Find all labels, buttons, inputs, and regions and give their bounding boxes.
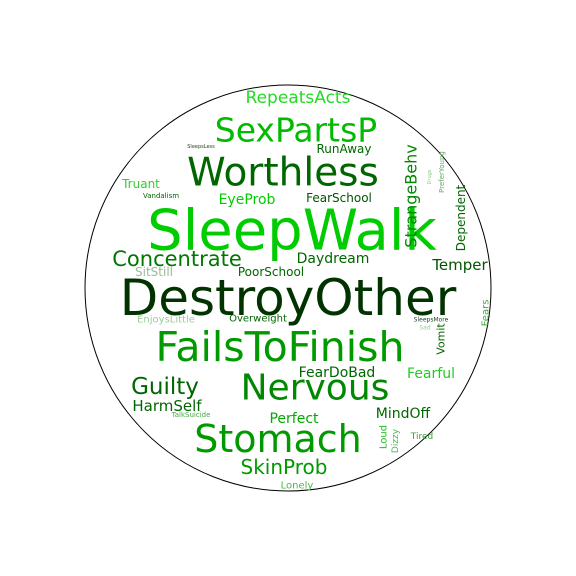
- word-nervous: Nervous: [241, 368, 390, 409]
- word-repeats-acts: RepeatsActs: [246, 88, 351, 108]
- word-prefer-young: PreferYoung: [438, 151, 446, 193]
- word-tired: Tired: [410, 432, 433, 442]
- word-sex-parts-p: SexPartsP: [215, 111, 377, 150]
- word-sad: Sad: [419, 325, 430, 332]
- word-mind-off: MindOff: [376, 406, 431, 422]
- word-perfect: Perfect: [269, 411, 319, 427]
- word-lonely: Lonely: [281, 481, 314, 492]
- word-run-away: RunAway: [316, 142, 371, 156]
- word-drugs: Drugs: [427, 169, 433, 184]
- word-sleeps-less: SleepsLess: [187, 144, 215, 150]
- word-harm-self: HarmSelf: [132, 397, 202, 415]
- word-enjoys-little: EnjoysLittle: [137, 315, 195, 326]
- word-dependent: Dependent: [454, 184, 468, 251]
- word-poor-school: PoorSchool: [238, 265, 304, 279]
- cloud-boundary-circle: [84, 84, 492, 492]
- word-fears: Fears: [481, 300, 492, 327]
- word-temper: Temper: [431, 256, 488, 274]
- word-vandalism: Vandalism: [143, 192, 179, 200]
- word-worthless: Worthless: [187, 151, 379, 196]
- word-guilty: Guilty: [131, 374, 199, 400]
- word-skin-prob: SkinProb: [241, 455, 328, 479]
- word-loud: Loud: [379, 425, 390, 449]
- word-fear-do-bad: FearDoBad: [299, 365, 376, 381]
- word-sleep-walk: SleepWalk: [147, 199, 437, 264]
- word-vomit: Vomit: [435, 323, 448, 355]
- word-fearful: Fearful: [407, 366, 455, 382]
- word-overweight: Overweight: [229, 314, 287, 325]
- word-destroy-other: DestroyOther: [120, 269, 457, 327]
- word-fails-to-finish: FailsToFinish: [156, 323, 405, 371]
- word-fear-school: FearSchool: [306, 191, 372, 205]
- word-sleeps-more: SleepsMore: [414, 317, 449, 324]
- word-strange-behv: StrangeBehv: [402, 144, 421, 247]
- word-concentrate: Concentrate: [112, 247, 242, 271]
- word-dizzy: Dizzy: [391, 428, 401, 453]
- word-eye-prob: EyeProb: [219, 192, 276, 208]
- word-daydream: Daydream: [297, 251, 370, 267]
- word-truant: Truant: [121, 177, 160, 191]
- word-stomach: Stomach: [194, 417, 362, 461]
- word-sit-still: SitStill: [135, 265, 173, 279]
- word-talk-suicide: TalkSuicide: [171, 411, 211, 419]
